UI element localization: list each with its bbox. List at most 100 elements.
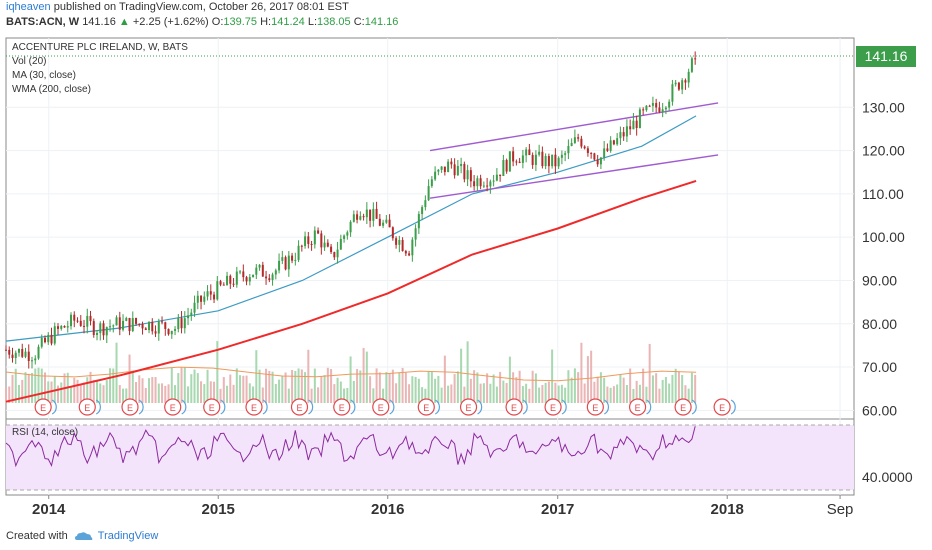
volume-bar bbox=[118, 385, 121, 403]
volume-bar bbox=[291, 369, 294, 403]
volume-bar bbox=[411, 376, 414, 403]
volume-bar bbox=[320, 376, 323, 403]
x-tick-label: Sep bbox=[827, 501, 854, 518]
volume-bar bbox=[57, 385, 60, 403]
candle-body bbox=[281, 257, 284, 261]
tradingview-link[interactable]: TradingView bbox=[74, 530, 159, 542]
candle-body bbox=[495, 174, 498, 181]
candle-body bbox=[694, 58, 697, 60]
candle-body bbox=[213, 294, 216, 300]
volume-bar bbox=[112, 368, 115, 403]
volume-bar bbox=[323, 375, 326, 403]
candle-body bbox=[629, 126, 632, 130]
candle-body bbox=[255, 267, 258, 275]
volume-bar bbox=[265, 368, 268, 403]
candle-body bbox=[456, 165, 459, 176]
volume-bar bbox=[619, 374, 622, 403]
candle-body bbox=[242, 271, 245, 278]
candle-body bbox=[274, 270, 277, 275]
candle-body bbox=[544, 156, 547, 167]
volume-bar bbox=[564, 387, 567, 403]
volume-bar bbox=[281, 375, 284, 403]
candle-body bbox=[375, 208, 378, 219]
candle-body bbox=[557, 157, 560, 167]
candle-body bbox=[515, 161, 518, 163]
volume-bar bbox=[268, 370, 271, 403]
earnings-marker bbox=[713, 398, 731, 416]
volume-bar bbox=[694, 374, 697, 403]
volume-bar bbox=[573, 368, 576, 403]
candle-body bbox=[278, 260, 281, 271]
volume-bar bbox=[512, 372, 515, 403]
volume-bar bbox=[674, 368, 677, 403]
volume-bar bbox=[229, 374, 232, 403]
tradingview-label: TradingView bbox=[97, 530, 159, 542]
volume-bar bbox=[525, 383, 528, 403]
candle-body bbox=[671, 84, 674, 102]
candle-body bbox=[346, 232, 349, 236]
candle-body bbox=[96, 333, 99, 335]
candle-body bbox=[443, 166, 446, 173]
candle-body bbox=[343, 235, 346, 239]
volume-bar bbox=[144, 387, 147, 403]
dividend-marker bbox=[730, 399, 736, 415]
volume-bar bbox=[336, 377, 339, 403]
volume-bar bbox=[196, 373, 199, 403]
candle-body bbox=[336, 249, 339, 258]
candle-body bbox=[161, 321, 164, 323]
candle-body bbox=[674, 82, 677, 85]
earnings-marker bbox=[674, 398, 692, 416]
volume-bar bbox=[8, 386, 11, 403]
author-link[interactable]: iqheaven bbox=[6, 1, 51, 13]
volume-bar bbox=[668, 383, 671, 403]
candle-body bbox=[271, 274, 274, 280]
dividend-marker bbox=[477, 399, 483, 415]
volume-bar bbox=[274, 383, 277, 403]
candle-body bbox=[190, 312, 193, 316]
candle-body bbox=[125, 318, 128, 321]
candle-body bbox=[473, 181, 476, 187]
candle-body bbox=[284, 257, 287, 270]
volume-bar bbox=[547, 381, 550, 403]
candle-body bbox=[57, 326, 60, 329]
volume-bar bbox=[125, 388, 128, 403]
volume-bar bbox=[17, 384, 21, 403]
volume-bar bbox=[583, 383, 586, 403]
volume-bar bbox=[138, 375, 141, 403]
volume-bar bbox=[625, 385, 628, 403]
volume-bar bbox=[346, 387, 349, 403]
candle-body bbox=[60, 326, 63, 329]
volume-bar bbox=[632, 388, 635, 403]
earnings-marker bbox=[544, 398, 562, 416]
volume-bar bbox=[372, 388, 375, 403]
volume-bar bbox=[609, 387, 612, 403]
volume-bar bbox=[648, 343, 651, 403]
candle-body bbox=[154, 331, 157, 334]
candle-body bbox=[304, 236, 307, 247]
earnings-marker bbox=[203, 398, 221, 416]
volume-bar bbox=[177, 373, 180, 403]
earnings-marker-label: E bbox=[511, 403, 517, 413]
volume-bar bbox=[616, 384, 619, 403]
volume-bar bbox=[164, 385, 167, 403]
volume-bar bbox=[109, 368, 112, 403]
close-value: 141.16 bbox=[364, 16, 399, 28]
candle-body bbox=[486, 185, 489, 187]
candle-body bbox=[17, 348, 21, 353]
candle-body bbox=[593, 153, 596, 160]
candle-body bbox=[291, 255, 294, 261]
volume-bar bbox=[586, 356, 589, 403]
earnings-marker bbox=[372, 398, 390, 416]
candle-body bbox=[219, 281, 222, 285]
candle-body bbox=[115, 317, 118, 326]
candle-body bbox=[655, 103, 658, 108]
candle-body bbox=[183, 318, 186, 329]
candle-body bbox=[206, 291, 209, 297]
y-tick-label: 130.00 bbox=[862, 99, 905, 115]
candle-body bbox=[372, 208, 375, 221]
volume-bar bbox=[151, 377, 154, 403]
volume-bar bbox=[534, 373, 537, 403]
volume-bar bbox=[427, 371, 430, 403]
volume-bar bbox=[287, 388, 290, 403]
